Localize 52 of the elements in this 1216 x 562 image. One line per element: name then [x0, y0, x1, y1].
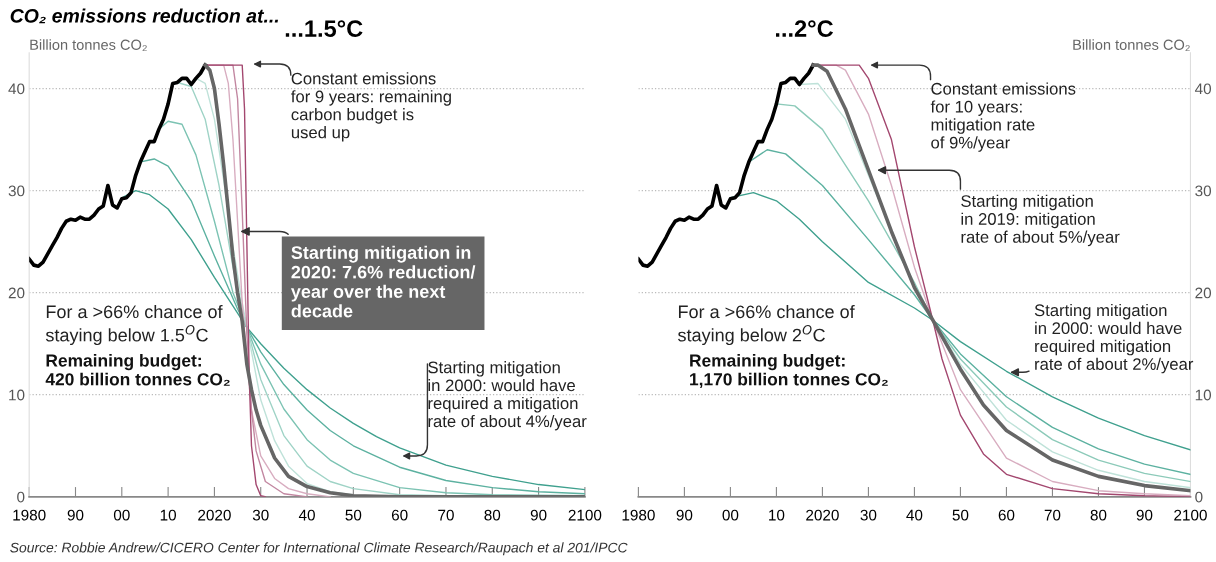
- annotation: Starting mitigation in 2000: would have required a mitigation rate of about 4%/year: [428, 361, 587, 431]
- y-tick-label: 20: [8, 287, 25, 299]
- source-note: Source: Robbie Andrew/CICERO Center for International Climate Research/Raupach et al 201/IPCC: [10, 542, 628, 556]
- x-tick-label: 00: [722, 509, 739, 521]
- annotation: Constant emissions for 10 years: mitigation rate of 9%/year: [930, 82, 1076, 152]
- chart-title: ...2°C: [775, 20, 834, 37]
- y-tick-label: 40: [8, 83, 25, 95]
- y-axis-title: Billion tonnes CO₂: [1073, 39, 1190, 52]
- y-axis-title: Billion tonnes CO₂: [30, 39, 147, 52]
- chart-subtitle: CO₂ emissions reduction at...: [10, 8, 279, 24]
- x-tick-label: 1980: [13, 509, 46, 521]
- x-tick-label: 70: [1044, 509, 1061, 521]
- y-tick-label: 10: [1195, 389, 1212, 401]
- x-tick-label: 50: [952, 509, 969, 521]
- annotation: Starting mitigation in 2019: mitigation rate of about 5%/year: [961, 194, 1120, 247]
- x-tick-label: 2020: [198, 509, 231, 521]
- x-tick-label: 10: [160, 509, 177, 521]
- x-tick-label: 1980: [622, 509, 655, 521]
- y-tick-label: 30: [8, 185, 25, 197]
- annotation: Remaining budget: 1,170 billion tonnes CO₂: [690, 353, 888, 388]
- x-tick-label: 90: [530, 509, 547, 521]
- x-tick-label: 60: [391, 509, 408, 521]
- annotation: For a >66% chance of staying below 2$^{O}$C: [678, 304, 855, 346]
- x-tick-label: 60: [998, 509, 1015, 521]
- x-tick-label: 80: [1090, 509, 1107, 521]
- y-tick-label: 0: [17, 491, 25, 503]
- x-tick-label: 40: [298, 509, 315, 521]
- y-tick-label: 0: [1195, 491, 1203, 503]
- x-tick-label: 30: [252, 509, 269, 521]
- x-tick-label: 90: [676, 509, 693, 521]
- y-tick-label: 40: [1194, 83, 1212, 95]
- x-tick-label: 2020: [806, 509, 839, 521]
- chart-title: ...1.5°C: [285, 20, 363, 37]
- x-tick-label: 30: [860, 509, 877, 521]
- x-tick-label: 2100: [1174, 509, 1207, 521]
- x-tick-label: 80: [484, 509, 501, 521]
- annotation: Starting mitigation in 2020: 7.6% reduction/ year over the next decade: [290, 245, 476, 318]
- x-tick-label: 00: [113, 509, 130, 521]
- annotation: Remaining budget: 420 billion tonnes CO₂: [45, 353, 230, 386]
- x-tick-label: 70: [438, 509, 454, 521]
- x-tick-label: 40: [906, 509, 923, 521]
- x-tick-label: 50: [345, 509, 362, 521]
- y-tick-label: 30: [1195, 185, 1212, 197]
- x-tick-label: 2100: [568, 509, 602, 521]
- annotation: For a >66% chance of staying below 1.5$^{O}$C: [45, 304, 223, 346]
- x-tick-label: 90: [67, 509, 84, 521]
- annotation: Starting mitigation in 2000: would have required mitigation rate of about 2%/year: [1034, 303, 1194, 374]
- x-tick-label: 90: [1136, 509, 1153, 521]
- y-tick-label: 20: [1195, 287, 1212, 299]
- x-tick-label: 10: [769, 509, 785, 521]
- y-tick-label: 10: [9, 389, 25, 401]
- annotation: Constant emissions for 9 years: remaining carbon budget is used up: [291, 72, 451, 142]
